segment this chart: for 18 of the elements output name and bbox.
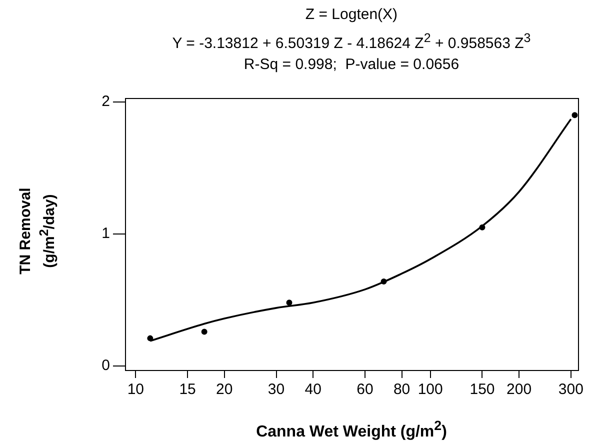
x-tick-label: 100 [418,381,443,398]
x-tick-label: 20 [216,381,233,398]
x-tick-label: 300 [558,381,584,398]
x-tick-label: 150 [470,381,495,398]
y-tick-label: 0 [102,357,110,374]
x-tick-label: 10 [127,381,144,398]
x-tick-label: 80 [393,381,410,398]
x-tick-label: 40 [304,381,322,398]
x-axis-title: Canna Wet Weight (g/m$^{2}$) [255,418,448,442]
chart-title: Z = Logten(X) [304,6,399,23]
y-tick-label: 2 [102,93,110,110]
x-tick-label: 30 [268,381,285,398]
x-tick-label: 60 [356,381,374,398]
x-tick-label: 15 [179,381,196,398]
text: R-Sq = 0.998; P-value = 0.0656 [242,56,460,73]
y-tick-label: 1 [102,225,110,242]
chart-subtitle: Y = -3.13812 + 6.50319 Z - 4.18624 Z$^{2}$ + 0.958563 Z$^{3}$ [171,31,532,52]
x-tick-label: 200 [506,381,532,398]
